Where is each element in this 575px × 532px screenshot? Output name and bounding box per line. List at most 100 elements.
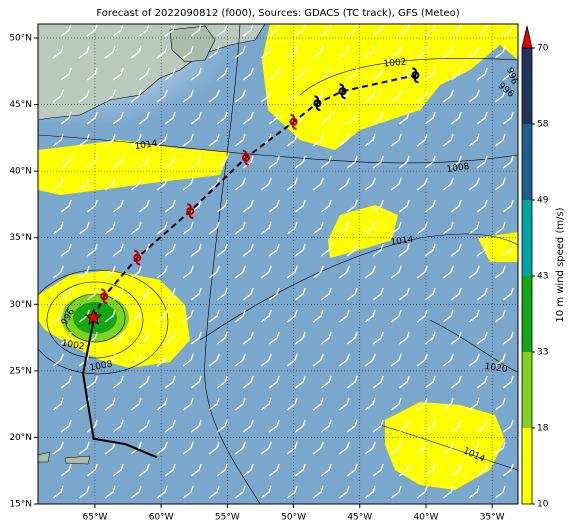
wind-barb xyxy=(260,441,272,455)
wind-barb xyxy=(390,221,402,235)
wind-barb xyxy=(242,287,254,301)
wind-barb xyxy=(112,111,124,125)
wind-barb xyxy=(294,331,306,345)
wind-barb xyxy=(268,463,280,477)
wind-barb xyxy=(260,397,272,411)
wind-barb xyxy=(442,309,454,323)
wind-barb xyxy=(216,331,228,345)
wind-barb xyxy=(442,89,454,103)
colorbar-tick-label: 58 xyxy=(537,120,549,130)
wind-barb xyxy=(130,397,142,411)
wind-barb xyxy=(60,419,72,433)
wind-barb xyxy=(52,177,64,191)
wind-barb xyxy=(138,463,150,477)
wind-barb xyxy=(390,133,402,147)
wind-barb xyxy=(294,287,306,301)
wind-barb xyxy=(416,309,428,323)
wind-barb xyxy=(398,287,410,301)
wind-barb xyxy=(494,177,506,191)
wind-barb xyxy=(476,287,488,301)
wind-barb xyxy=(190,111,202,125)
y-tick-label: 50°N xyxy=(9,33,32,43)
wind-barb xyxy=(476,243,488,257)
wind-barb xyxy=(234,441,246,455)
wind-barb xyxy=(468,353,480,367)
storm-position xyxy=(133,249,142,266)
wind-barb xyxy=(424,199,436,213)
wind-barb xyxy=(164,375,176,389)
contour-label: 1020 xyxy=(484,362,508,375)
wind-barb xyxy=(468,45,480,59)
wind-barb xyxy=(416,133,428,147)
wind-barb xyxy=(442,133,454,147)
wind-barb xyxy=(286,177,298,191)
wind-barb xyxy=(338,45,350,59)
wind-barb xyxy=(390,89,402,103)
wind-barb xyxy=(104,353,116,367)
wind-barb xyxy=(346,111,358,125)
wind-barb xyxy=(286,133,298,147)
colorbar-segment xyxy=(522,352,532,428)
wind-barb xyxy=(86,419,98,433)
wind-barb xyxy=(476,111,488,125)
wind-barb xyxy=(182,441,194,455)
wind-barb xyxy=(78,485,90,499)
wind-barb xyxy=(104,485,116,499)
wind-barb xyxy=(312,45,324,59)
x-tick-label: 65°W xyxy=(83,513,108,523)
wind-barb xyxy=(416,441,428,455)
storm-position xyxy=(411,67,420,84)
wind-barb xyxy=(182,309,194,323)
wind-barb xyxy=(260,353,272,367)
wind-barb xyxy=(182,397,194,411)
wind-barb xyxy=(312,397,324,411)
wind-barb xyxy=(502,155,514,169)
wind-barb xyxy=(52,441,64,455)
wind-barb xyxy=(338,177,350,191)
wind-barb xyxy=(442,353,454,367)
wind-barb xyxy=(234,221,246,235)
wind-barb xyxy=(424,243,436,257)
wind-barb xyxy=(138,419,150,433)
wind-barb xyxy=(268,287,280,301)
x-tick-label: 45°W xyxy=(347,513,372,523)
wind-barb xyxy=(78,221,90,235)
wind-barb xyxy=(398,331,410,345)
wind-barb xyxy=(450,67,462,81)
wind-barb xyxy=(338,133,350,147)
wind-barb xyxy=(502,419,514,433)
wind-barb xyxy=(86,24,98,37)
wind-barb xyxy=(502,243,514,257)
storm-position xyxy=(100,288,109,305)
wind-barb xyxy=(104,89,116,103)
wind-barb xyxy=(86,243,98,257)
wind-barb xyxy=(286,353,298,367)
wind-barb xyxy=(424,419,436,433)
wind-barb xyxy=(216,243,228,257)
wind-barb xyxy=(372,24,384,37)
wind-barb xyxy=(468,441,480,455)
wind-barb xyxy=(156,45,168,59)
wind-barb xyxy=(312,221,324,235)
wind-barb xyxy=(52,45,64,59)
wind-barb xyxy=(424,287,436,301)
wind-barb xyxy=(346,375,358,389)
wind-barb xyxy=(468,221,480,235)
wind-barb xyxy=(494,353,506,367)
wind-barb xyxy=(60,155,72,169)
wind-barb xyxy=(112,463,124,477)
wind-barb xyxy=(138,24,150,37)
contour-label: 1002 xyxy=(383,58,407,70)
wind-barb xyxy=(78,133,90,147)
wind-barb xyxy=(242,243,254,257)
map-frame xyxy=(37,23,519,505)
wind-barb xyxy=(372,67,384,81)
wind-barb xyxy=(502,287,514,301)
wind-barb xyxy=(182,89,194,103)
wind-barb xyxy=(138,67,150,81)
wind-barb xyxy=(476,419,488,433)
wind-barb xyxy=(286,309,298,323)
wind-barb xyxy=(156,353,168,367)
wind-barb xyxy=(78,177,90,191)
wind-barb xyxy=(216,463,228,477)
